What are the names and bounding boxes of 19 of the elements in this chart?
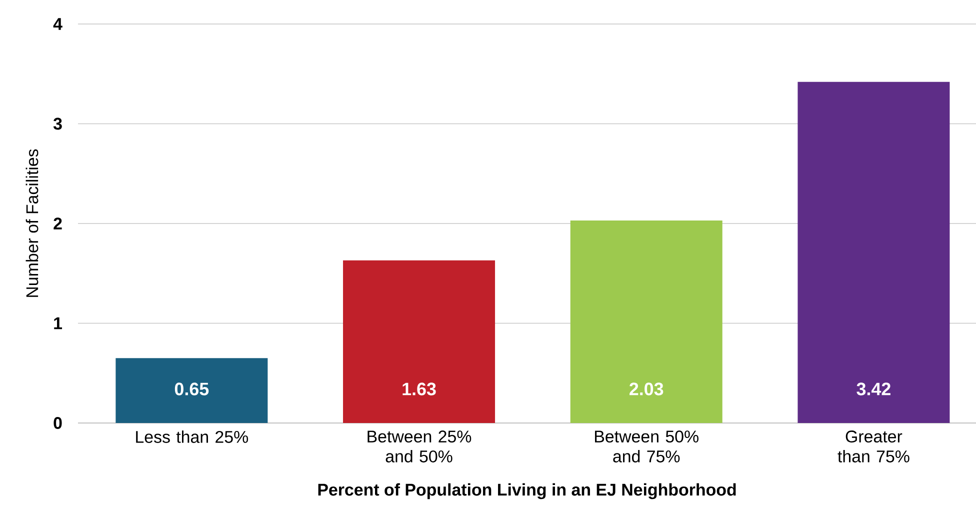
y-tick-label: 2 (54, 218, 62, 230)
data-label: 3.42 (856, 382, 890, 396)
x-tick-label: Greater than 75% (838, 430, 910, 462)
y-tick-label: 0 (54, 417, 62, 429)
x-tick-label: Between 50% and 75% (595, 430, 698, 462)
y-tick-label: 1 (54, 317, 62, 330)
y-tick-label: 4 (53, 18, 62, 30)
y-tick-label: 3 (53, 118, 62, 130)
bar (570, 220, 722, 423)
data-label: 2.03 (630, 382, 664, 396)
x-tick-label: Between 25% and 50% (368, 430, 472, 462)
x-tick-label: Less than 25% (136, 430, 248, 443)
bar (116, 358, 268, 423)
x-axis-title: Percent of Population Living in an EJ Neighborhood (318, 483, 736, 500)
data-label: 1.63 (402, 382, 436, 396)
data-label: 0.65 (174, 382, 209, 396)
y-axis-title: Number of Facilities (26, 149, 38, 297)
bar (343, 260, 496, 423)
bar (798, 82, 950, 423)
